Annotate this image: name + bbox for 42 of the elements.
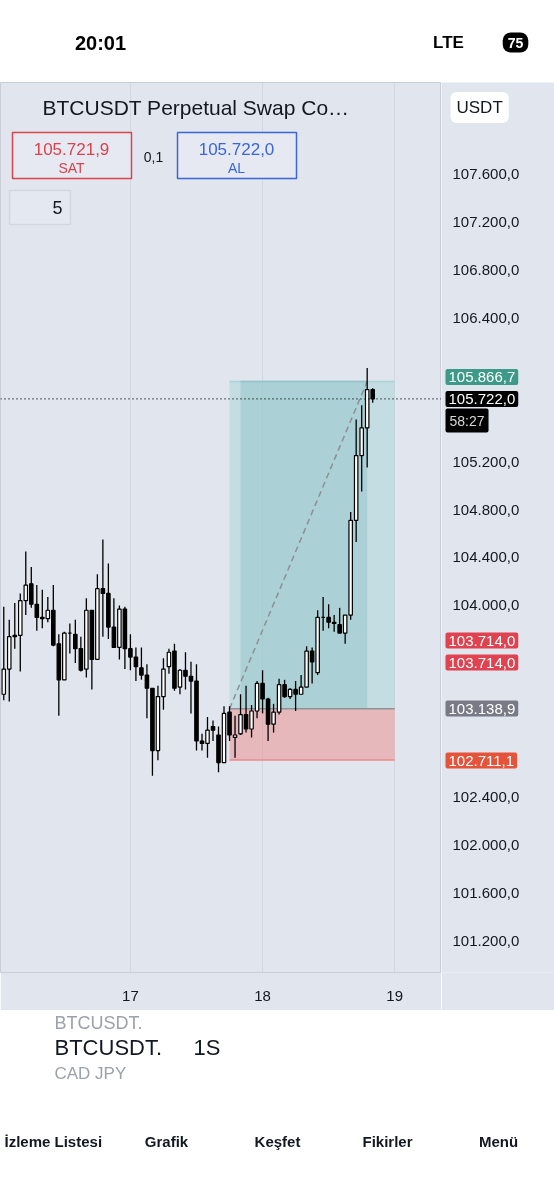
y-tick-label: 106.800,0	[452, 260, 520, 278]
x-tick-label: 18	[254, 986, 271, 1004]
text: LTE	[433, 33, 464, 52]
text: 103.714,0	[448, 653, 516, 671]
y-tick-label: 104.400,0	[452, 548, 520, 566]
y-tick-label: 102.000,0	[452, 836, 520, 854]
y-tick-label: 104.800,0	[452, 500, 520, 518]
text: Menü	[478, 1133, 519, 1150]
annotation: 105.722,0	[198, 139, 275, 159]
text: CAD JPY	[54, 1064, 127, 1083]
annotation: 105.721,9	[33, 139, 110, 159]
text: BTCUSDT.	[54, 1012, 143, 1033]
annotation: AL	[227, 159, 246, 176]
x-tick-label: 17	[122, 986, 139, 1004]
annotation: SAT	[58, 159, 86, 176]
text: 75	[507, 34, 524, 51]
y-tick-label: 106.400,0	[452, 308, 520, 326]
y-tick-label: 101.600,0	[452, 884, 520, 902]
text: BTCUSDT Perpetual Swap Co…	[42, 96, 350, 119]
y-tick-label: 105.200,0	[452, 452, 520, 470]
text: 1S	[193, 1035, 221, 1060]
text: Keşfet	[254, 1133, 301, 1150]
ref-line-label: 105.722,0	[448, 389, 516, 407]
text: Fikirler	[362, 1133, 413, 1150]
text: 105.866,7	[448, 367, 516, 385]
y-tick-label: 102.400,0	[452, 788, 520, 806]
y-tick-label: 101.200,0	[452, 932, 520, 950]
text: İzleme Listesi	[4, 1133, 103, 1150]
annotation: 0,1	[143, 148, 164, 165]
annotation: 5	[52, 198, 63, 218]
y-axis-title: USDT	[456, 98, 503, 117]
y-tick-label: 107.200,0	[452, 212, 520, 230]
text: 102.711,1	[448, 751, 515, 769]
text: 103.138,9	[448, 699, 516, 717]
text: Grafik	[144, 1133, 189, 1150]
y-tick-label: 104.000,0	[452, 596, 520, 614]
text: BTCUSDT.	[54, 1035, 163, 1060]
text: 58:27	[449, 412, 485, 429]
text: 20:01	[74, 31, 127, 54]
y-tick-label: 107.600,0	[452, 164, 520, 182]
text: 103.714,0	[448, 631, 516, 649]
x-tick-label: 19	[386, 986, 404, 1004]
